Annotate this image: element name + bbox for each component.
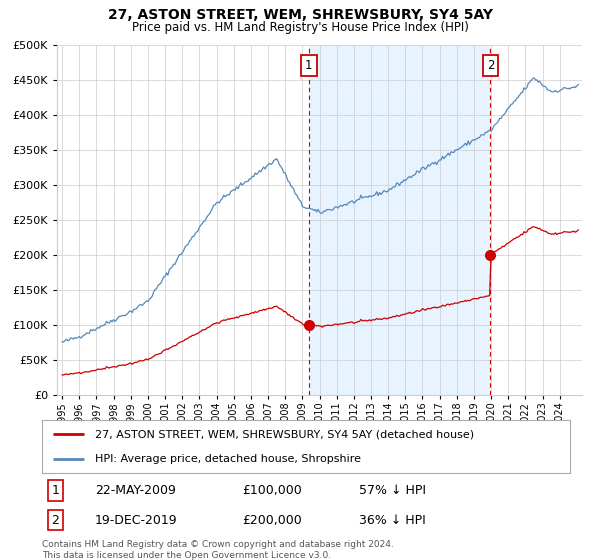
Text: 27, ASTON STREET, WEM, SHREWSBURY, SY4 5AY (detached house): 27, ASTON STREET, WEM, SHREWSBURY, SY4 5… (95, 430, 474, 440)
Text: £200,000: £200,000 (242, 514, 302, 526)
Text: Price paid vs. HM Land Registry's House Price Index (HPI): Price paid vs. HM Land Registry's House … (131, 21, 469, 34)
Text: 2: 2 (51, 514, 59, 526)
Bar (309, 45, 490, 395)
Text: 57% ↓ HPI: 57% ↓ HPI (359, 484, 426, 497)
Text: 1: 1 (305, 59, 313, 72)
Text: 19-DEC-2019: 19-DEC-2019 (95, 514, 178, 526)
Text: £100,000: £100,000 (242, 484, 302, 497)
Text: 2: 2 (487, 59, 494, 72)
Text: Contains HM Land Registry data © Crown copyright and database right 2024.
This d: Contains HM Land Registry data © Crown c… (42, 540, 394, 560)
Text: 27, ASTON STREET, WEM, SHREWSBURY, SY4 5AY: 27, ASTON STREET, WEM, SHREWSBURY, SY4 5… (107, 8, 493, 22)
Text: 22-MAY-2009: 22-MAY-2009 (95, 484, 176, 497)
Text: HPI: Average price, detached house, Shropshire: HPI: Average price, detached house, Shro… (95, 454, 361, 464)
Text: 36% ↓ HPI: 36% ↓ HPI (359, 514, 425, 526)
Text: 1: 1 (51, 484, 59, 497)
